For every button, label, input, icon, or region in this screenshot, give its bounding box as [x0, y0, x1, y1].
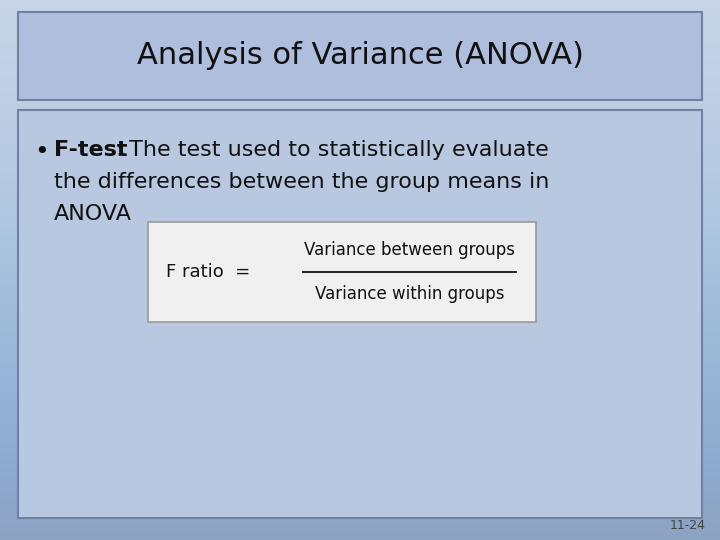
Text: F ratio  =: F ratio =: [166, 263, 251, 281]
Text: Variance between groups: Variance between groups: [304, 241, 515, 259]
FancyBboxPatch shape: [148, 222, 536, 322]
Text: 11-24: 11-24: [670, 519, 706, 532]
FancyBboxPatch shape: [18, 110, 702, 518]
FancyBboxPatch shape: [18, 12, 702, 100]
Text: the differences between the group means in: the differences between the group means …: [54, 172, 549, 192]
Text: ANOVA: ANOVA: [54, 204, 132, 224]
Text: Analysis of Variance (ANOVA): Analysis of Variance (ANOVA): [137, 40, 583, 70]
Text: :: :: [115, 140, 122, 160]
Text: F-test: F-test: [54, 140, 127, 160]
Text: •: •: [34, 140, 49, 164]
Text: Variance within groups: Variance within groups: [315, 285, 504, 303]
Text: The test used to statistically evaluate: The test used to statistically evaluate: [122, 140, 549, 160]
